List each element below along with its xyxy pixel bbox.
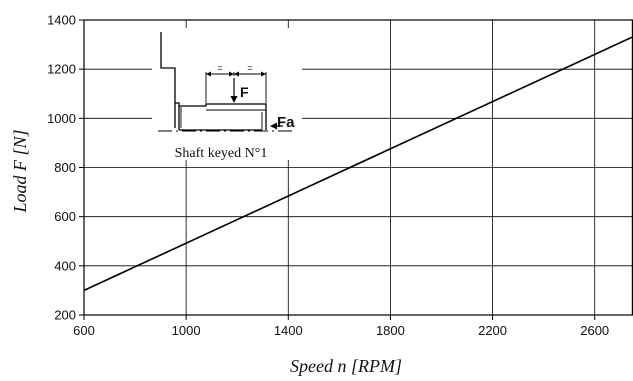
inset-caption: Shaft keyed N°1 [175, 146, 268, 161]
series-line-0 [83, 35, 633, 292]
x-tick-label: 1400 [274, 323, 303, 338]
x-axis-title: Speed n [RPM] [290, 356, 402, 376]
y-tick-label: 400 [54, 258, 76, 273]
equal-mark-left: = [217, 63, 222, 73]
axial-force-arrow-head [270, 122, 277, 130]
x-tick-label: 600 [73, 323, 95, 338]
x-tick-label: 1800 [376, 323, 405, 338]
x-tick-label: 2600 [580, 323, 609, 338]
shaft-outline [160, 32, 267, 131]
force-label: F [240, 84, 249, 100]
y-ticks: 200 400 600 800 1000 1200 1400 [47, 13, 84, 323]
dimension-arrows [206, 71, 266, 77]
y-tick-label: 1400 [47, 13, 76, 28]
equal-mark-right: = [247, 63, 252, 73]
plot-frame [83, 19, 633, 316]
axial-force-label: Fa [277, 114, 295, 131]
force-arrow-head [230, 96, 238, 103]
x-tick-label: 2200 [478, 323, 507, 338]
y-tick-label: 800 [54, 160, 76, 175]
x-tick-label: 1000 [172, 323, 201, 338]
shaft-detail-lines [180, 107, 266, 130]
y-tick-label: 1000 [47, 111, 76, 126]
y-tick-label: 200 [54, 308, 76, 323]
series-group [83, 35, 633, 292]
inset-background [152, 28, 302, 160]
y-tick-label: 1200 [47, 62, 76, 77]
y-tick-label: 600 [54, 209, 76, 224]
y-axis-title: Load F [N] [10, 129, 30, 213]
inset-shaft-diagram: = = F Fa Shaft keyed N°1 [152, 28, 302, 161]
x-ticks: 600 1000 1400 1800 2200 2600 [73, 315, 609, 338]
